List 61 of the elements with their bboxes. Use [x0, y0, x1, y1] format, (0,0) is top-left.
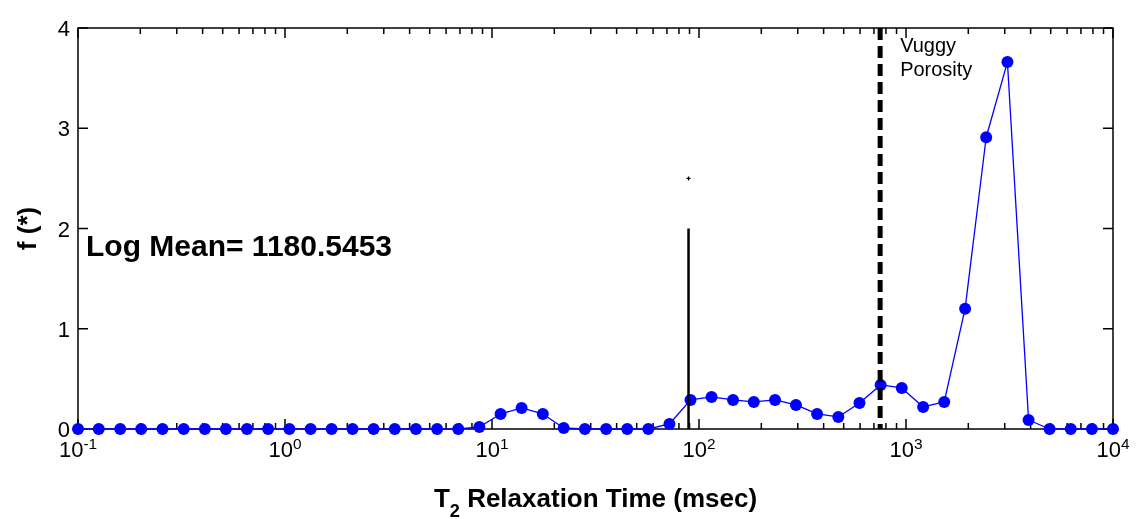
x-tick-label: 10$^{2}$: [682, 434, 716, 462]
point: [895, 381, 908, 394]
point: [727, 393, 740, 406]
point: [262, 423, 275, 435]
point: [853, 396, 866, 409]
point: [1001, 56, 1014, 69]
point: [177, 423, 190, 435]
point: [114, 423, 127, 435]
ref-line-label: Vuggy Porosity: [900, 34, 973, 80]
y-axis-title: f (*): [12, 206, 42, 251]
point: [663, 417, 676, 430]
point: [325, 423, 338, 435]
x-tick-label: 10$^{3}$: [889, 434, 923, 462]
point: [1022, 413, 1035, 426]
y-tick-label: 4: [57, 16, 70, 41]
point: [832, 410, 845, 423]
point: [811, 407, 824, 420]
point: [304, 423, 317, 435]
point: [72, 423, 84, 435]
point: [980, 131, 993, 144]
point: [1107, 423, 1119, 435]
point: [1064, 423, 1077, 435]
point: [473, 421, 486, 433]
point: [283, 423, 296, 435]
point: [747, 395, 760, 408]
point: [917, 400, 930, 413]
point: [409, 423, 422, 435]
point: [92, 423, 105, 435]
y-tick-label: 2: [57, 216, 70, 242]
annotation: Log Mean= 1180.5453: [86, 229, 393, 262]
point: [367, 423, 380, 435]
point: [346, 423, 359, 435]
point: [431, 423, 444, 435]
point: [240, 423, 253, 435]
x-tick-label: 10$^{0}$: [268, 434, 302, 462]
point: [557, 422, 570, 434]
y-tick-label: 1: [57, 316, 70, 342]
x-tick-label: 10$^{4}$: [1096, 434, 1130, 462]
point: [452, 423, 465, 435]
point: [959, 302, 972, 315]
point: [789, 398, 802, 411]
x-axis-title: T$_{2}$ Relaxation Time (msec): [433, 483, 758, 519]
point: [388, 423, 401, 435]
point: [578, 423, 591, 435]
point: [1085, 423, 1098, 435]
point: [642, 423, 655, 435]
point: [600, 423, 613, 435]
x-tick-label: 10$^{1}$: [475, 434, 509, 462]
point: [494, 407, 507, 420]
point: [938, 395, 951, 408]
point: [135, 423, 148, 435]
point: [705, 390, 718, 403]
point: [536, 407, 549, 420]
point: [621, 423, 634, 435]
point: [769, 393, 782, 406]
point: [515, 401, 528, 414]
y-tick-label: 3: [57, 116, 70, 142]
point: [156, 423, 169, 435]
point: [1043, 423, 1056, 435]
point: [219, 423, 232, 435]
point: [198, 423, 211, 435]
